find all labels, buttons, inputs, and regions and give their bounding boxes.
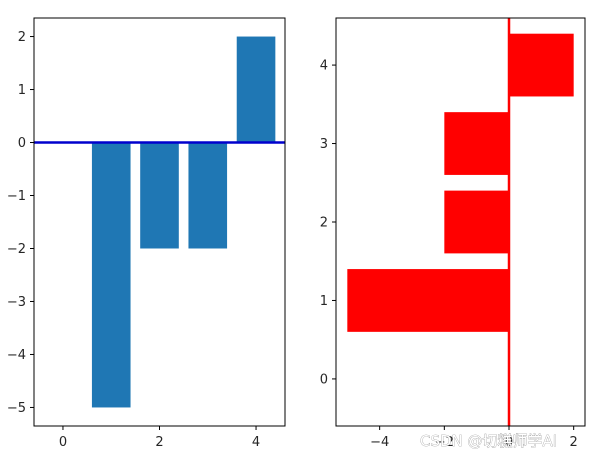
y-tick-label: −4 (7, 348, 26, 363)
x-tick-label: 4 (252, 435, 260, 450)
bar-2 (444, 190, 510, 254)
y-tick-label: −1 (7, 189, 26, 204)
y-tick-label: −3 (7, 295, 26, 310)
x-tick-label: 2 (570, 435, 578, 450)
x-tick-label: 2 (155, 435, 163, 450)
bar-4 (509, 33, 574, 97)
left-chart-panel: 0 2 4 2 1 0 −1 −2 −3 −4 −5 (7, 17, 286, 450)
y-tick-label: 1 (18, 83, 26, 98)
bar-2 (140, 142, 179, 249)
bar-1 (91, 142, 131, 408)
x-tick-label: −2 (435, 435, 454, 450)
x-tick-label: −4 (370, 435, 389, 450)
watermark-text: CSDN @切糕师学AI (420, 432, 557, 450)
y-tick-label: −2 (7, 242, 26, 257)
y-tick-label: 1 (320, 294, 328, 309)
bar-4 (236, 36, 276, 143)
y-tick-label: 3 (320, 137, 328, 152)
x-tick-label: 0 (505, 435, 513, 450)
y-tick-label: 2 (18, 30, 26, 45)
y-tick-label: 2 (320, 216, 328, 231)
bar-3 (188, 142, 228, 249)
x-tick-label: 0 (59, 435, 67, 450)
y-tick-label: 4 (320, 59, 328, 74)
right-chart-panel: −4 −2 0 2 4 3 2 1 0 (320, 17, 586, 450)
y-tick-label: 0 (320, 372, 328, 387)
y-tick-label: 0 (18, 136, 26, 151)
bar-1 (347, 269, 510, 332)
bar-3 (444, 112, 510, 175)
y-tick-label: −5 (7, 401, 26, 416)
